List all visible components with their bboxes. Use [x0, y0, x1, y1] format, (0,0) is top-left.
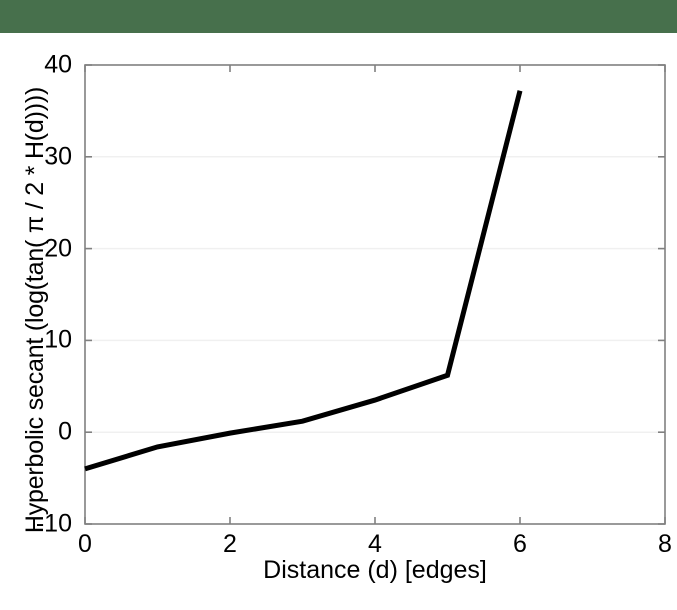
y-tick-label: -10 [35, 509, 72, 538]
x-tick-label: 8 [658, 530, 672, 558]
data-series [84, 90, 523, 472]
axis-ticks [84, 64, 666, 525]
data-line [84, 90, 523, 472]
axis-frame [84, 64, 666, 525]
x-axis-label: Distance (d) [edges] [263, 556, 487, 584]
top-color-band [0, 0, 677, 33]
x-tick-label: 2 [223, 530, 237, 558]
x-tick-label: 0 [78, 530, 92, 558]
y-tick-label: 40 [44, 50, 72, 79]
x-tick-label: 4 [368, 530, 382, 558]
x-tick-label: 6 [513, 530, 527, 558]
y-tick-label: 30 [44, 142, 72, 171]
y-tick-label: 0 [58, 417, 72, 446]
y-tick-label: 20 [44, 234, 72, 263]
axis-box [84, 64, 666, 525]
grid-lines [85, 156, 665, 433]
y-tick-label: 10 [44, 325, 72, 354]
